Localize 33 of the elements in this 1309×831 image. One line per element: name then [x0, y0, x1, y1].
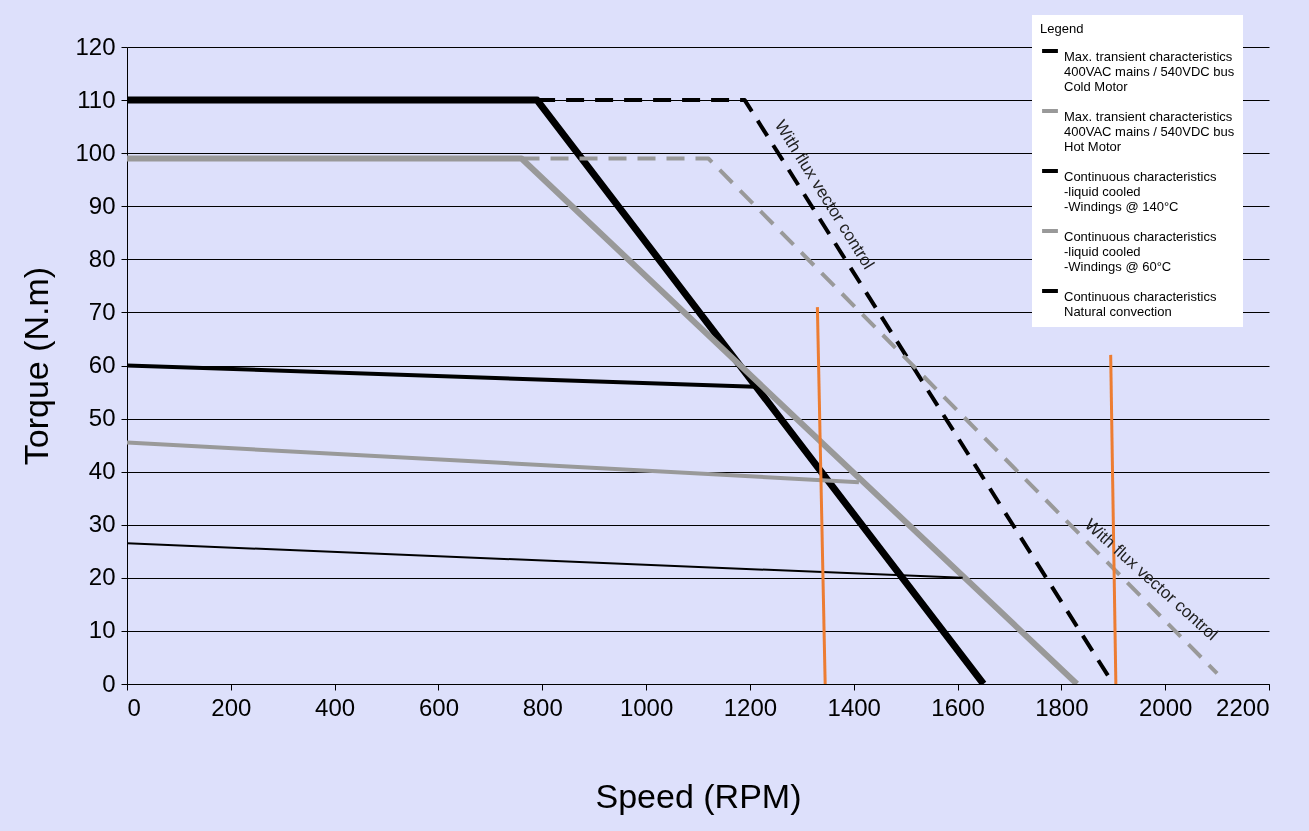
y-tick-label: 0	[102, 669, 116, 697]
y-tick-label: 40	[88, 457, 116, 485]
y-tick-label: 120	[75, 32, 116, 60]
y-tick-label: 30	[88, 510, 116, 538]
x-tick-label: 1200	[723, 693, 778, 721]
legend-label: Max. transient characteristics 400VAC mains / 540VDC bus Hot Motor	[1064, 109, 1235, 154]
legend-title: Legend	[1040, 21, 1084, 36]
x-tick-label: 400	[315, 693, 356, 721]
y-tick-label: 70	[88, 297, 116, 325]
x-tick-label: 1000	[619, 693, 674, 721]
legend-label: Continuous characteristics -liquid cooled -Windings @ 60°C	[1064, 229, 1217, 274]
legend-label: Continuous characteristics -liquid cooled -Windings @ 140°C	[1064, 169, 1217, 214]
legend-label: Max. transient characteristics 400VAC mains / 540VDC bus Cold Motor	[1064, 49, 1235, 94]
y-tick-label: 90	[88, 191, 116, 219]
x-tick-label: 1400	[827, 693, 881, 721]
legend-label: Continuous characteristics Natural convection	[1064, 289, 1217, 319]
x-axis-title: Speed (RPM)	[595, 776, 802, 815]
y-tick-label: 110	[77, 85, 116, 113]
y-tick-label: 20	[88, 563, 116, 591]
y-tick-label: 100	[75, 138, 116, 166]
x-tick-label: 2200	[1216, 693, 1270, 721]
x-tick-label: 1600	[931, 693, 985, 721]
x-tick-label: 600	[418, 693, 459, 721]
y-tick-label: 80	[88, 244, 116, 272]
y-axis-title: Torque (N.m)	[17, 266, 56, 466]
x-tick-label: 1800	[1035, 693, 1089, 721]
x-tick-label: 0	[127, 693, 141, 721]
x-tick-label: 200	[211, 693, 252, 721]
x-tick-label: 2000	[1138, 693, 1193, 721]
y-tick-label: 60	[88, 351, 116, 378]
y-tick-label: 10	[88, 616, 116, 644]
x-tick-label: 800	[522, 693, 563, 721]
y-tick-label: 50	[88, 404, 116, 432]
